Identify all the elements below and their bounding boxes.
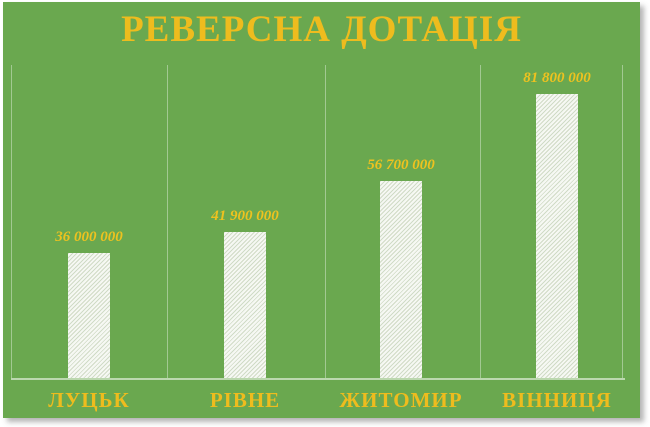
chart-panel: РЕВЕРСНА ДОТАЦІЯ 36 000 000 41 900 000 56 … [3,2,640,418]
bar [224,232,266,378]
bar-column: 41 900 000 [175,208,315,378]
bar-value-label: 36 000 000 [55,229,123,245]
bar-column: 56 700 000 [331,157,471,378]
section-separator-line [480,65,481,378]
x-axis-label: ВІННИЦЯ [502,388,612,412]
bar-value-label: 56 700 000 [367,157,435,173]
bar-value-label: 81 800 000 [523,70,591,86]
section-separator-line [11,65,12,378]
bar [536,94,578,378]
bar-column: 36 000 000 [19,229,159,378]
x-axis-label: РІВНЕ [209,388,281,412]
x-axis-baseline [11,378,625,380]
x-axis-label: ЛУЦЬК [48,388,130,412]
section-separator-line [622,65,623,378]
bar [380,181,422,378]
section-separator-line [167,65,168,378]
bar-column: 81 800 000 [487,70,627,378]
bar [68,253,110,378]
chart-title: РЕВЕРСНА ДОТАЦІЯ [121,9,522,50]
x-axis-label: ЖИТОМИР [339,388,463,412]
bar-value-label: 41 900 000 [211,208,279,224]
section-separator-line [325,65,326,378]
